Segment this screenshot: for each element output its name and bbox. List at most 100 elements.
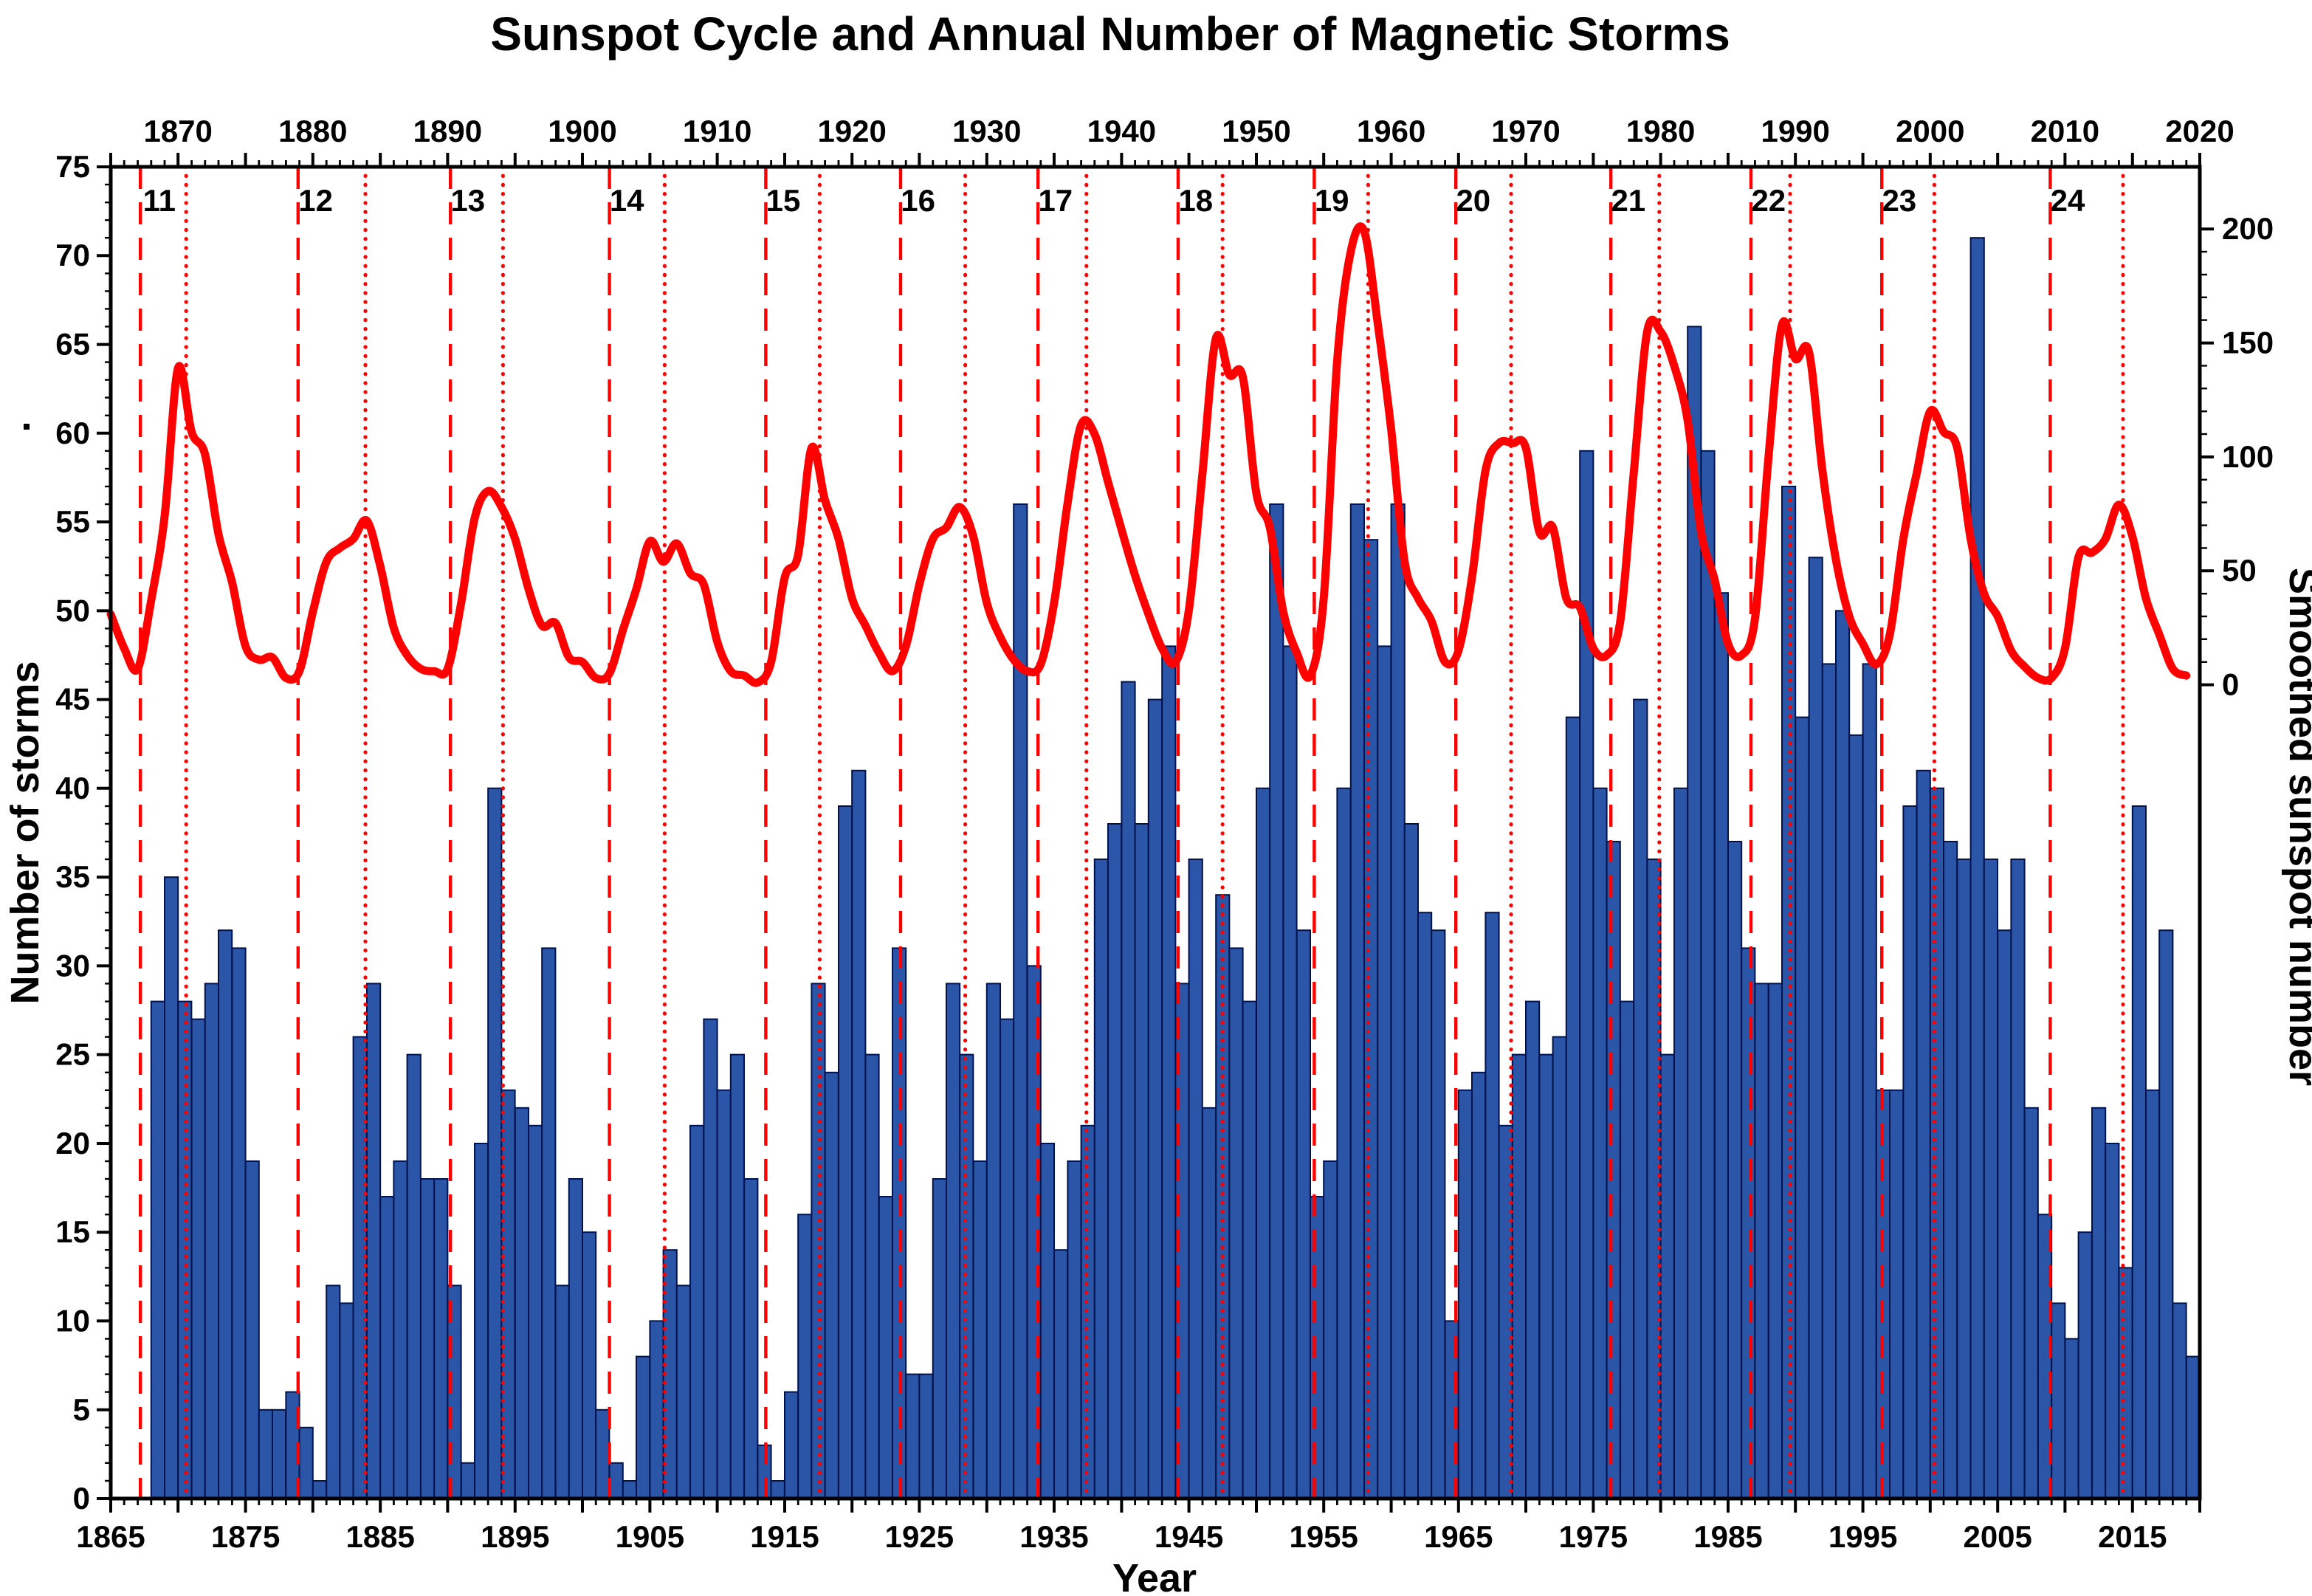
storm-bar	[2158, 929, 2174, 1499]
y-right-tick-label: 0	[2222, 667, 2239, 702]
y-right-tick-label: 150	[2222, 326, 2274, 360]
storm-bar	[1013, 503, 1028, 1499]
storm-bar	[1336, 787, 1352, 1500]
x-tick-label-top: 1980	[1626, 114, 1695, 148]
x-tick-label-bottom: 1895	[481, 1519, 549, 1554]
storm-bar	[312, 1480, 327, 1499]
chart-generated-layer: 1865 1875 1885 1895 1905 1915 1925 1935 1945 1955…	[55, 114, 2274, 1554]
y-left-tick-label: 50	[55, 593, 90, 627]
storm-bar	[1323, 1160, 1338, 1499]
storm-bar	[218, 929, 233, 1499]
storm-bar	[1107, 823, 1123, 1499]
storm-bar	[1969, 237, 1985, 1500]
storm-bar	[838, 805, 853, 1499]
storm-bar	[582, 1231, 597, 1499]
storm-bar	[541, 947, 557, 1499]
storm-bar	[608, 1462, 624, 1500]
storm-bar	[2105, 1143, 2120, 1499]
storm-bar	[1821, 663, 1837, 1499]
x-tick-label-bottom: 1945	[1155, 1519, 1223, 1554]
storm-bar	[1484, 912, 1500, 1499]
storm-bar	[1080, 1124, 1095, 1500]
storm-bar	[1202, 1107, 1217, 1500]
storm-bar	[2077, 1231, 2093, 1499]
y-right-tick-label: 50	[2222, 553, 2257, 588]
cycle-number-labels-group: 11 12 13 14 15 16 17 18 19 20 21 22 23 24	[143, 183, 2085, 218]
y-left-tick-label: 55	[55, 504, 90, 539]
storm-bar	[1620, 1000, 1635, 1499]
x-tick-label-top: 1970	[1491, 114, 1560, 148]
storm-bar	[985, 983, 1002, 1499]
storm-bar	[595, 1408, 610, 1500]
storm-bar	[326, 1284, 341, 1500]
storm-bar	[528, 1124, 543, 1500]
x-tick-label-bottom: 1985	[1693, 1519, 1762, 1554]
x-tick-label-top: 1910	[683, 114, 751, 148]
storm-bar	[1659, 1053, 1675, 1499]
storm-bar	[1053, 1249, 1069, 1499]
storm-bar	[1363, 539, 1379, 1500]
x-tick-label-bottom: 1925	[885, 1519, 954, 1554]
cycle-number-label: 13	[450, 183, 485, 218]
x-tick-label-bottom: 2005	[1963, 1519, 2031, 1554]
x-tick-label-top: 1990	[1761, 114, 1829, 148]
storm-bar	[1889, 1089, 1905, 1500]
storm-bar	[784, 1391, 799, 1499]
y-left-tick-label: 20	[55, 1126, 90, 1160]
left-axis-title: Number of storms	[3, 661, 47, 1004]
x-tick-label-top: 2000	[1896, 114, 1964, 148]
x-tick-label-top: 1870	[143, 114, 212, 148]
storm-bar	[1633, 698, 1648, 1499]
storm-bar	[1471, 1071, 1487, 1500]
y-right-tick-label: 200	[2222, 211, 2274, 246]
storm-bar	[1161, 645, 1177, 1499]
x-tick-label-bottom: 1865	[76, 1519, 145, 1554]
cycle-number-label: 21	[1611, 183, 1645, 218]
storm-bar	[1039, 1143, 1056, 1499]
storm-bar	[1256, 787, 1271, 1500]
storm-bar	[1525, 1000, 1541, 1499]
x-tick-label-bottom: 1915	[750, 1519, 819, 1554]
storm-bar	[1875, 1089, 1891, 1500]
storm-bar	[1282, 645, 1298, 1499]
storm-bar	[2118, 1267, 2133, 1500]
storm-bar	[474, 1143, 489, 1499]
x-tick-label-top: 1900	[548, 114, 616, 148]
storm-bar	[878, 1196, 894, 1499]
x-tick-label-top: 1940	[1087, 114, 1156, 148]
x-tick-label-top: 1960	[1357, 114, 1425, 148]
storm-bar	[1417, 912, 1433, 1499]
x-tick-label-top: 1890	[413, 114, 482, 148]
x-tick-label-bottom: 1955	[1289, 1519, 1358, 1554]
storm-bar	[244, 1160, 260, 1499]
storm-bar	[514, 1107, 529, 1500]
cycle-number-label: 16	[901, 183, 935, 218]
x-tick-label-bottom: 1975	[1559, 1519, 1628, 1554]
storm-bar	[1228, 947, 1244, 1499]
axes-group: 1865 1875 1885 1895 1905 1915 1925 1935 1945 1955…	[55, 114, 2274, 1554]
cycle-number-label: 20	[1456, 183, 1490, 218]
storm-bar	[689, 1124, 705, 1500]
x-tick-label-bottom: 1965	[1424, 1519, 1493, 1554]
storm-bar	[1121, 681, 1136, 1499]
chart-title: Sunspot Cycle and Annual Number of Magne…	[490, 7, 1730, 61]
cycle-number-label: 12	[298, 183, 333, 218]
sunspot-line-group	[106, 222, 2191, 687]
storm-bar	[433, 1178, 449, 1499]
x-tick-label-bottom: 1995	[1828, 1519, 1897, 1554]
storm-bar	[1269, 503, 1284, 1499]
storm-bar	[743, 1178, 759, 1499]
x-axis-title: Year	[1112, 1556, 1197, 1596]
y-left-tick-label: 75	[55, 149, 90, 184]
cycle-number-label: 23	[1882, 183, 1916, 218]
cycle-number-label: 18	[1178, 183, 1213, 218]
storm-bar	[1390, 503, 1406, 1499]
storm-bar	[190, 1018, 206, 1499]
storm-bar	[636, 1355, 651, 1499]
storm-bar	[164, 876, 179, 1499]
storm-bar	[1956, 859, 1972, 1499]
storm-bars-group	[150, 237, 2201, 1500]
cycle-number-label: 14	[610, 183, 644, 218]
storm-bar	[204, 983, 219, 1499]
storm-bar	[1916, 769, 1931, 1500]
